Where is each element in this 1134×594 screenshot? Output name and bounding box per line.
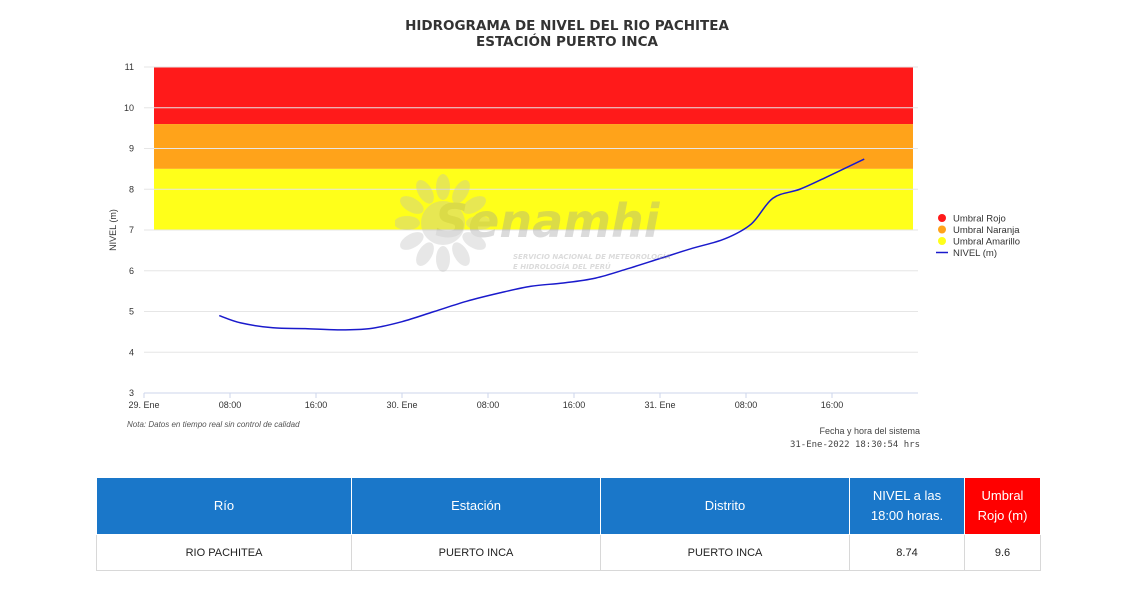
chart-subtitle: ESTACIÓN PUERTO INCA <box>476 32 658 50</box>
chart-svg: HIDROGRAMA DE NIVEL DEL RIO PACHITEAESTA… <box>108 18 1020 410</box>
y-tick-label-6: 9 <box>129 144 134 154</box>
x-tick-label-7: 08:00 <box>735 400 758 410</box>
system-time-label: Fecha y hora del sistema <box>819 426 920 436</box>
y-tick-label-3: 6 <box>129 266 134 276</box>
y-tick-label-7: 10 <box>124 103 134 113</box>
cell-distrito: PUERTO INCA <box>600 534 850 571</box>
station-info-table: Río Estación Distrito NIVEL a las 18:00 … <box>96 477 1041 571</box>
legend-marker-1 <box>938 225 946 234</box>
y-tick-label-0: 3 <box>129 388 134 398</box>
x-tick-label-2: 16:00 <box>305 400 328 410</box>
cell-estacion: PUERTO INCA <box>351 534 601 571</box>
y-tick-label-1: 4 <box>129 347 134 357</box>
chart-title: HIDROGRAMA DE NIVEL DEL RIO PACHITEA <box>405 18 729 34</box>
cell-nivel: 8.74 <box>849 534 965 571</box>
cell-umbral-rojo: 9.6 <box>964 534 1041 571</box>
threshold-band-1 <box>154 124 913 169</box>
x-tick-label-8: 16:00 <box>821 400 844 410</box>
legend-marker-0 <box>938 214 946 222</box>
x-tick-label-1: 08:00 <box>219 400 242 410</box>
header-umbral-rojo: Umbral Rojo (m) <box>964 477 1041 535</box>
table-header-row: Río Estación Distrito NIVEL a las 18:00 … <box>96 477 1041 535</box>
x-tick-label-5: 16:00 <box>563 400 586 410</box>
threshold-band-2 <box>154 168 913 230</box>
header-nivel: NIVEL a las 18:00 horas. <box>849 477 965 535</box>
y-tick-label-8: 11 <box>125 62 134 72</box>
legend-label-series-0: NIVEL (m) <box>953 248 997 259</box>
system-time-value: 31-Ene-2022 18:30:54 hrs <box>789 440 920 450</box>
x-tick-label-6: 31. Ene <box>644 400 675 410</box>
x-tick-label-3: 30. Ene <box>386 400 417 410</box>
system-time: Fecha y hora del sistema 31-Ene-2022 18:… <box>790 424 920 452</box>
x-tick-label-0: 29. Ene <box>128 400 159 410</box>
cell-rio: RIO PACHITEA <box>96 534 352 571</box>
hydrograph-chart: HIDROGRAMA DE NIVEL DEL RIO PACHITEA ESTA… <box>108 18 1020 452</box>
y-tick-label-4: 7 <box>129 225 134 235</box>
y-tick-label-5: 8 <box>129 184 134 194</box>
x-tick-label-4: 08:00 <box>477 400 500 410</box>
series-line-0 <box>219 158 865 331</box>
legend-label-1: Umbral Naranja <box>953 225 1020 236</box>
header-distrito: Distrito <box>600 477 850 535</box>
threshold-band-0 <box>154 67 913 125</box>
legend-marker-2 <box>938 237 946 245</box>
header-estacion: Estación <box>351 477 601 535</box>
y-tick-label-2: 5 <box>129 307 134 317</box>
table-row: RIO PACHITEA PUERTO INCA PUERTO INCA 8.7… <box>96 534 1041 571</box>
legend-label-0: Umbral Rojo <box>953 214 1006 225</box>
legend-label-2: Umbral Amarillo <box>953 237 1020 248</box>
header-rio: Río <box>96 477 352 535</box>
data-quality-note: Nota: Datos en tiempo real sin control d… <box>127 420 300 429</box>
y-axis-title: NIVEL (m) <box>108 209 118 251</box>
